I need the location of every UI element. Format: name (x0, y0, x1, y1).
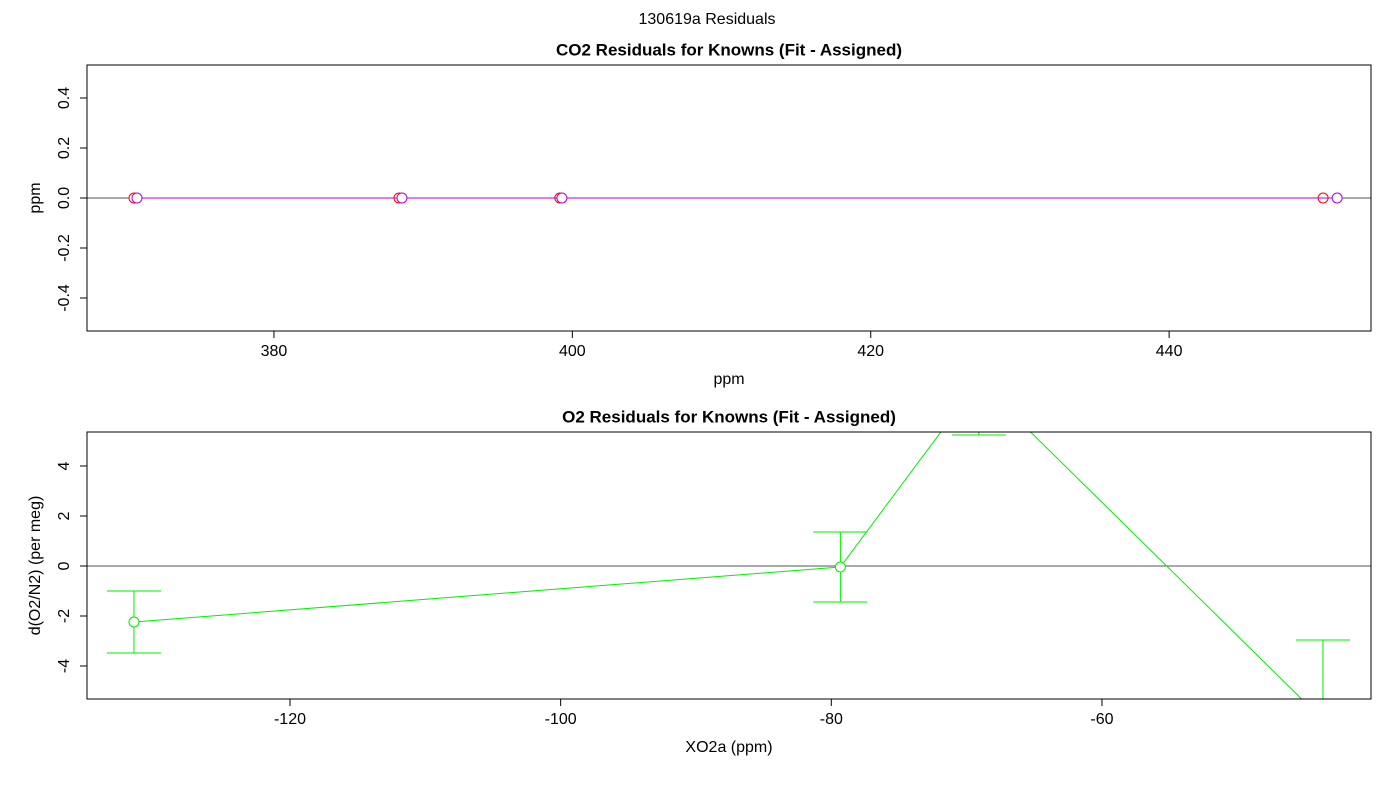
x-tick-label: -80 (820, 711, 843, 728)
y-tick-label: -2 (56, 609, 73, 623)
point (131, 192, 143, 204)
y-tick-label: 4 (56, 461, 73, 470)
panel-title: CO2 Residuals for Knowns (Fit - Assigned… (556, 40, 902, 59)
x-tick-label: 420 (857, 343, 884, 360)
y-axis-label: d(O2/N2) (per meg) (27, 496, 44, 636)
y-tick-label: -0.2 (56, 234, 73, 262)
plot-area (87, 192, 1371, 204)
y-tick-label: 2 (56, 511, 73, 520)
x-tick-label: 400 (559, 343, 586, 360)
y-tick-label: 0 (56, 561, 73, 570)
x-tick-label: -60 (1090, 711, 1113, 728)
y-axis-label: ppm (27, 182, 44, 213)
x-axis-label: XO2a (ppm) (685, 739, 772, 756)
point (556, 192, 568, 204)
point (1318, 715, 1328, 725)
error-bar (951, 432, 1006, 436)
point (396, 192, 408, 204)
panel-title: O2 Residuals for Knowns (Fit - Assigned) (562, 407, 896, 426)
x-tick-label: 380 (261, 343, 288, 360)
x-tick-label: -120 (274, 711, 306, 728)
plot-frame (86, 431, 1372, 700)
y-tick-label: -4 (56, 659, 73, 673)
point (974, 376, 984, 386)
point (834, 561, 846, 573)
x-axis-label: ppm (713, 371, 744, 388)
point (128, 616, 140, 628)
y-tick-label: 0.4 (56, 87, 73, 109)
series-line (133, 432, 1303, 699)
y-tick-label: 0.0 (56, 187, 73, 209)
y-tick-label: 0.2 (56, 137, 73, 159)
x-tick-label: -100 (545, 711, 577, 728)
point (1331, 192, 1343, 204)
plot-area (87, 376, 1371, 725)
y-tick-label: -0.4 (56, 284, 73, 312)
x-tick-label: 440 (1156, 343, 1183, 360)
plot-frame (86, 64, 1372, 332)
figure-title: 130619a Residuals (639, 11, 776, 28)
error-bar (1295, 639, 1350, 699)
